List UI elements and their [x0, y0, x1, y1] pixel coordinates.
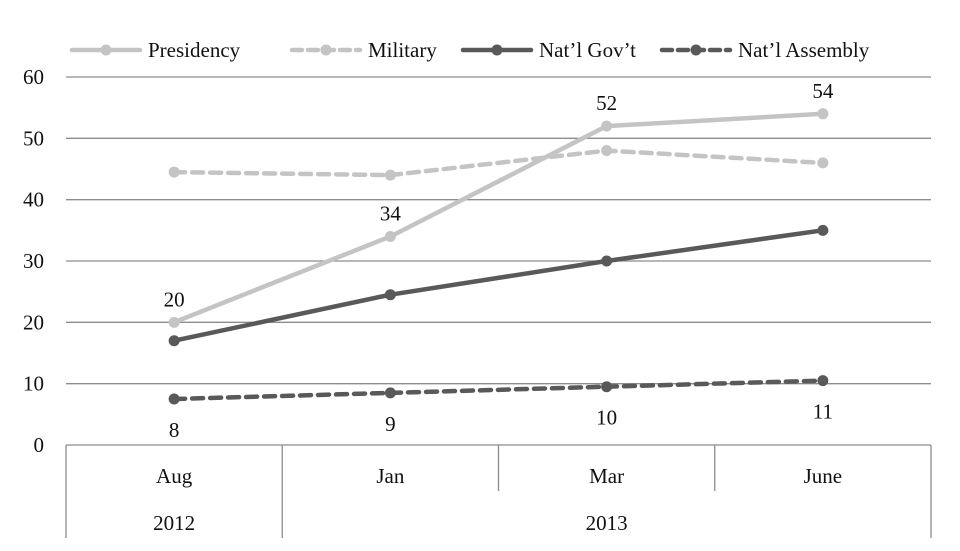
- data-point: [817, 375, 829, 387]
- y-axis: 0 10 20 30 40 50 60: [23, 65, 44, 457]
- data-point: [384, 230, 396, 242]
- data-point: [168, 316, 180, 328]
- legend[interactable]: Presidency Military Nat’l Gov’t Nat’l Assem…: [69, 38, 870, 62]
- y-tick-label: 30: [23, 249, 44, 273]
- y-tick-label: 50: [23, 126, 44, 150]
- data-label: 34: [380, 201, 402, 225]
- x-group-label: 2012: [153, 511, 195, 535]
- legend-marker: [690, 44, 702, 56]
- data-point: [384, 289, 396, 301]
- y-tick-label: 0: [34, 433, 45, 457]
- data-point: [817, 224, 829, 236]
- x-group-label: 2013: [586, 511, 628, 535]
- data-label: 20: [164, 287, 185, 311]
- x-tick-label: June: [804, 464, 843, 488]
- data-label: 11: [813, 400, 833, 424]
- data-point: [601, 145, 613, 157]
- data-label: 52: [596, 91, 617, 115]
- data-point: [384, 169, 396, 181]
- x-tick-label: Mar: [589, 464, 624, 488]
- data-point: [168, 393, 180, 405]
- data-label: 9: [385, 412, 396, 436]
- data-label: 54: [812, 79, 834, 103]
- y-tick-label: 20: [23, 310, 44, 334]
- y-tick-label: 40: [23, 188, 44, 212]
- data-point: [601, 120, 613, 132]
- series-line: [171, 148, 826, 178]
- legend-marker: [320, 44, 332, 56]
- legend-label: Military: [368, 38, 437, 62]
- data-point: [817, 157, 829, 169]
- data-label: 8: [169, 418, 180, 442]
- data-point: [601, 381, 613, 393]
- data-label: 10: [596, 406, 617, 430]
- x-tick-label: Jan: [376, 464, 404, 488]
- gridlines: [66, 76, 931, 446]
- series-group: 20 34 52 54 8 9 10 11: [164, 79, 834, 442]
- data-point: [817, 108, 829, 120]
- data-point: [168, 335, 180, 347]
- series-line: [171, 111, 826, 325]
- x-tick-label: Aug: [156, 464, 193, 488]
- legend-label: Presidency: [148, 38, 241, 62]
- x-axis: Aug Jan Mar June 2012 2013: [65, 445, 932, 538]
- y-tick-label: 60: [23, 65, 44, 89]
- legend-label: Nat’l Assembly: [738, 38, 870, 62]
- y-tick-label: 10: [23, 372, 44, 396]
- series-line: [171, 378, 826, 402]
- data-point: [168, 166, 180, 178]
- legend-label: Nat’l Gov’t: [539, 38, 636, 62]
- series-line: [171, 228, 826, 343]
- legend-marker: [491, 44, 503, 56]
- data-point: [384, 387, 396, 399]
- legend-marker: [100, 44, 112, 56]
- data-point: [601, 255, 613, 267]
